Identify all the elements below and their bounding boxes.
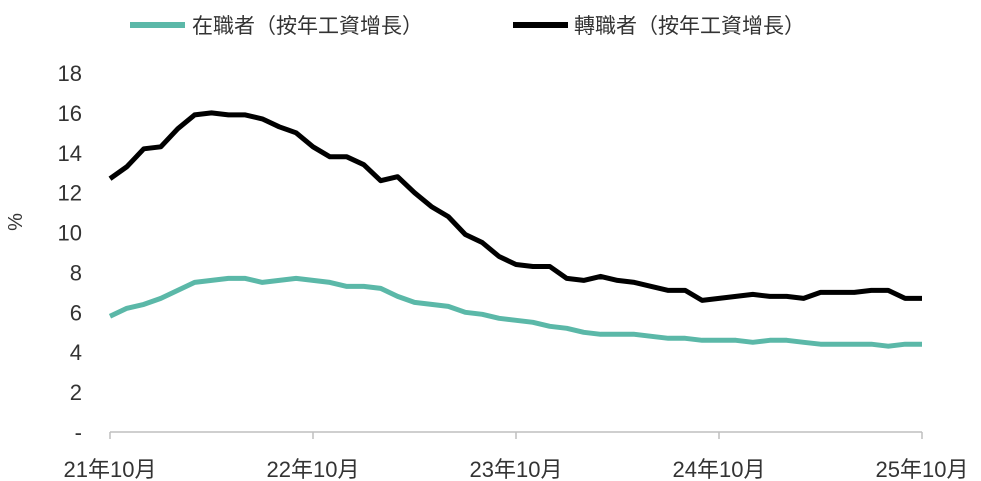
y-axis: - 2 4 6 8 10 12 14 16 18 [58, 61, 82, 445]
x-tick-label: 24年10月 [673, 457, 766, 481]
y-tick-label: - [75, 420, 82, 445]
y-tick-label: 12 [58, 181, 82, 206]
y-tick-label: 8 [70, 260, 82, 285]
x-tick-label: 22年10月 [267, 457, 360, 481]
y-axis-label: % [5, 213, 27, 231]
y-tick-label: 6 [70, 300, 82, 325]
series-line-2 [108, 110, 922, 303]
x-tick-label: 23年10月 [470, 457, 563, 481]
x-axis: 21年10月 22年10月 23年10月 24年10月 25年10月 [64, 431, 969, 481]
y-tick-label: 16 [58, 101, 82, 126]
y-tick-label: 4 [70, 340, 82, 365]
y-tick-label: 14 [58, 141, 82, 166]
legend-label-1: 在職者（按年工資增長） [192, 14, 423, 38]
y-tick-label: 2 [70, 380, 82, 405]
legend-label-2: 轉職者（按年工資增長） [574, 14, 805, 38]
series-line-1 [108, 275, 922, 349]
y-tick-label: 18 [58, 61, 82, 86]
plot-area [108, 110, 922, 349]
y-tick-label: 10 [58, 221, 82, 246]
x-tick-label: 21年10月 [64, 457, 157, 481]
legend: 在職者（按年工資增長） 轉職者（按年工資增長） [130, 14, 805, 38]
x-tick-label: 25年10月 [876, 457, 969, 481]
